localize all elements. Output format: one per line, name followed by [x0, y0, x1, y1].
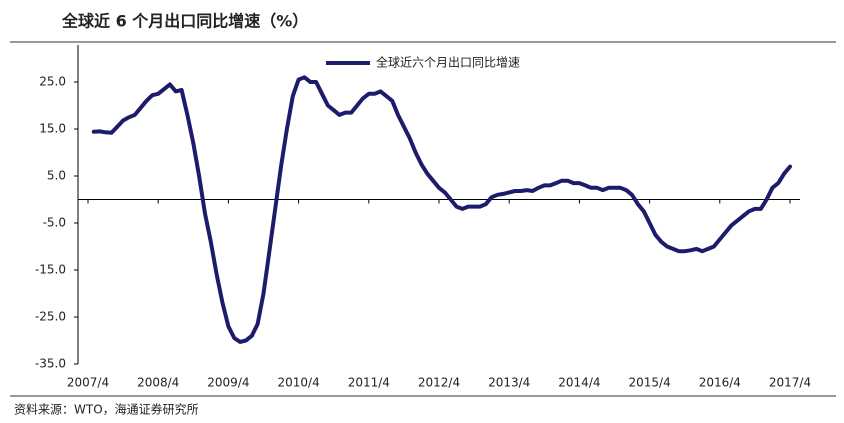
- chart-title: 全球近 6 个月出口同比增速（%）: [61, 12, 308, 31]
- y-tick-label: -15.0: [35, 263, 66, 277]
- y-tick-label: -25.0: [35, 310, 66, 324]
- x-tick-label: 2016/4: [699, 376, 741, 390]
- source: 资料来源：WTO，海通证券研究所: [14, 402, 199, 417]
- x-tick-label: 2009/4: [207, 376, 249, 390]
- x-tick-label: 2014/4: [558, 376, 600, 390]
- y-tick-label: 5.0: [47, 169, 66, 183]
- y-tick-label: 15.0: [39, 122, 66, 136]
- x-tick-label: 2011/4: [348, 376, 390, 390]
- x-tick-label: 2008/4: [137, 376, 179, 390]
- y-tick-label: -5.0: [43, 216, 66, 230]
- y-tick-label: 25.0: [39, 75, 66, 89]
- x-tick-label: 2007/4: [67, 376, 109, 390]
- x-tick-label: 2012/4: [418, 376, 460, 390]
- x-tick-label: 2010/4: [277, 376, 319, 390]
- x-tick-label: 2015/4: [628, 376, 670, 390]
- series-line: [91, 75, 792, 344]
- x-tick-label: 2017/4: [769, 376, 811, 390]
- legend-label: 全球近六个月出口同比增速: [376, 55, 520, 70]
- x-tick-label: 2013/4: [488, 376, 530, 390]
- y-tick-label: -35.0: [35, 357, 66, 371]
